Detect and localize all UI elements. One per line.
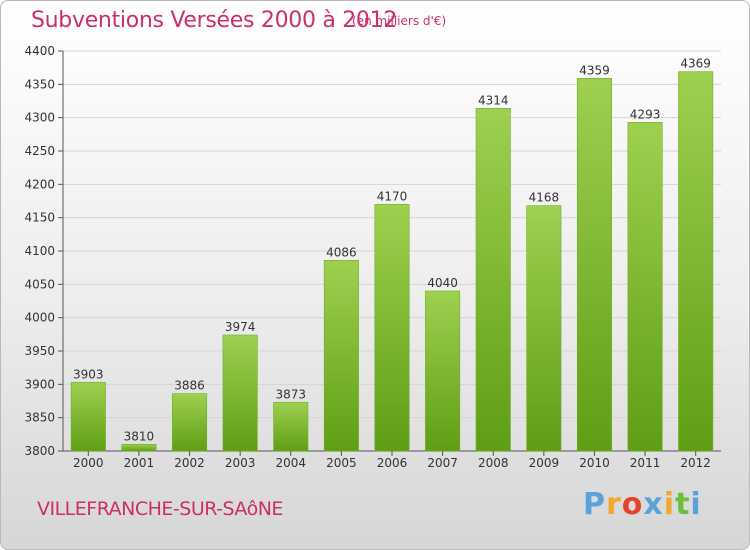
chart-subtitle: (en milliers d'€) bbox=[352, 14, 447, 28]
bar-2000 bbox=[70, 382, 106, 452]
logo-letter: i bbox=[663, 487, 676, 522]
logo-letter: r bbox=[606, 487, 622, 522]
logo-letter: P bbox=[583, 487, 606, 522]
x-tick-label: 2009 bbox=[529, 456, 560, 470]
x-tick-label: 2006 bbox=[377, 456, 408, 470]
logo-letter: o bbox=[621, 487, 644, 522]
bar-2002 bbox=[172, 393, 208, 452]
x-tick-label: 2000 bbox=[73, 456, 104, 470]
y-tick-label: 4050 bbox=[24, 277, 55, 291]
x-tick-label: 2001 bbox=[124, 456, 155, 470]
x-tick-label: 2004 bbox=[275, 456, 306, 470]
bar-2006 bbox=[374, 204, 410, 452]
data-label: 4170 bbox=[377, 189, 408, 203]
bar-2009 bbox=[526, 205, 562, 452]
data-label: 4293 bbox=[630, 107, 661, 121]
city-name: VILLEFRANCHE-SUR-SAôNE bbox=[37, 498, 283, 520]
bar-2011 bbox=[627, 122, 663, 452]
data-label: 4086 bbox=[326, 245, 357, 259]
data-label: 3810 bbox=[124, 429, 155, 443]
data-label: 4040 bbox=[427, 276, 458, 290]
bar-2003 bbox=[222, 334, 258, 452]
y-tick-label: 4100 bbox=[24, 244, 55, 258]
data-label: 4359 bbox=[579, 63, 610, 77]
y-tick-label: 4000 bbox=[24, 311, 55, 325]
x-tick-label: 2008 bbox=[478, 456, 509, 470]
data-label: 3974 bbox=[225, 320, 256, 334]
x-tick-label: 2003 bbox=[225, 456, 256, 470]
data-label: 4369 bbox=[680, 57, 711, 71]
x-tick-label: 2002 bbox=[174, 456, 205, 470]
y-tick-label: 3950 bbox=[24, 344, 55, 358]
data-label: 4314 bbox=[478, 93, 509, 107]
x-tick-label: 2012 bbox=[680, 456, 711, 470]
data-label: 3873 bbox=[275, 387, 306, 401]
data-label: 4168 bbox=[529, 191, 560, 205]
y-tick-label: 4300 bbox=[24, 111, 55, 125]
x-tick-label: 2007 bbox=[427, 456, 458, 470]
bar-2005 bbox=[323, 260, 359, 452]
chart-title: Subventions Versées 2000 à 2012 bbox=[31, 8, 398, 33]
bar-2007 bbox=[425, 290, 461, 452]
bar-2008 bbox=[475, 108, 511, 452]
y-tick-label: 3850 bbox=[24, 411, 55, 425]
y-tick-label: 4250 bbox=[24, 144, 55, 158]
proxiti-logo: Proxiti bbox=[583, 487, 702, 522]
x-tick-label: 2011 bbox=[630, 456, 661, 470]
y-tick-label: 4350 bbox=[24, 77, 55, 91]
x-tick-label: 2010 bbox=[579, 456, 610, 470]
bar-2012 bbox=[678, 71, 714, 452]
y-tick-label: 3900 bbox=[24, 377, 55, 391]
data-label: 3903 bbox=[73, 367, 104, 381]
logo-letter: x bbox=[643, 487, 664, 522]
bar-2001 bbox=[121, 444, 157, 452]
data-label: 3886 bbox=[174, 379, 205, 393]
y-tick-label: 4200 bbox=[24, 177, 55, 191]
x-tick-label: 2005 bbox=[326, 456, 357, 470]
y-tick-label: 3800 bbox=[24, 444, 55, 458]
bar-2010 bbox=[576, 78, 612, 452]
logo-letter: i bbox=[690, 487, 702, 522]
y-tick-label: 4150 bbox=[24, 211, 55, 225]
logo-letter: t bbox=[675, 487, 691, 522]
bar-2004 bbox=[273, 402, 309, 452]
y-tick-label: 4400 bbox=[24, 44, 55, 58]
